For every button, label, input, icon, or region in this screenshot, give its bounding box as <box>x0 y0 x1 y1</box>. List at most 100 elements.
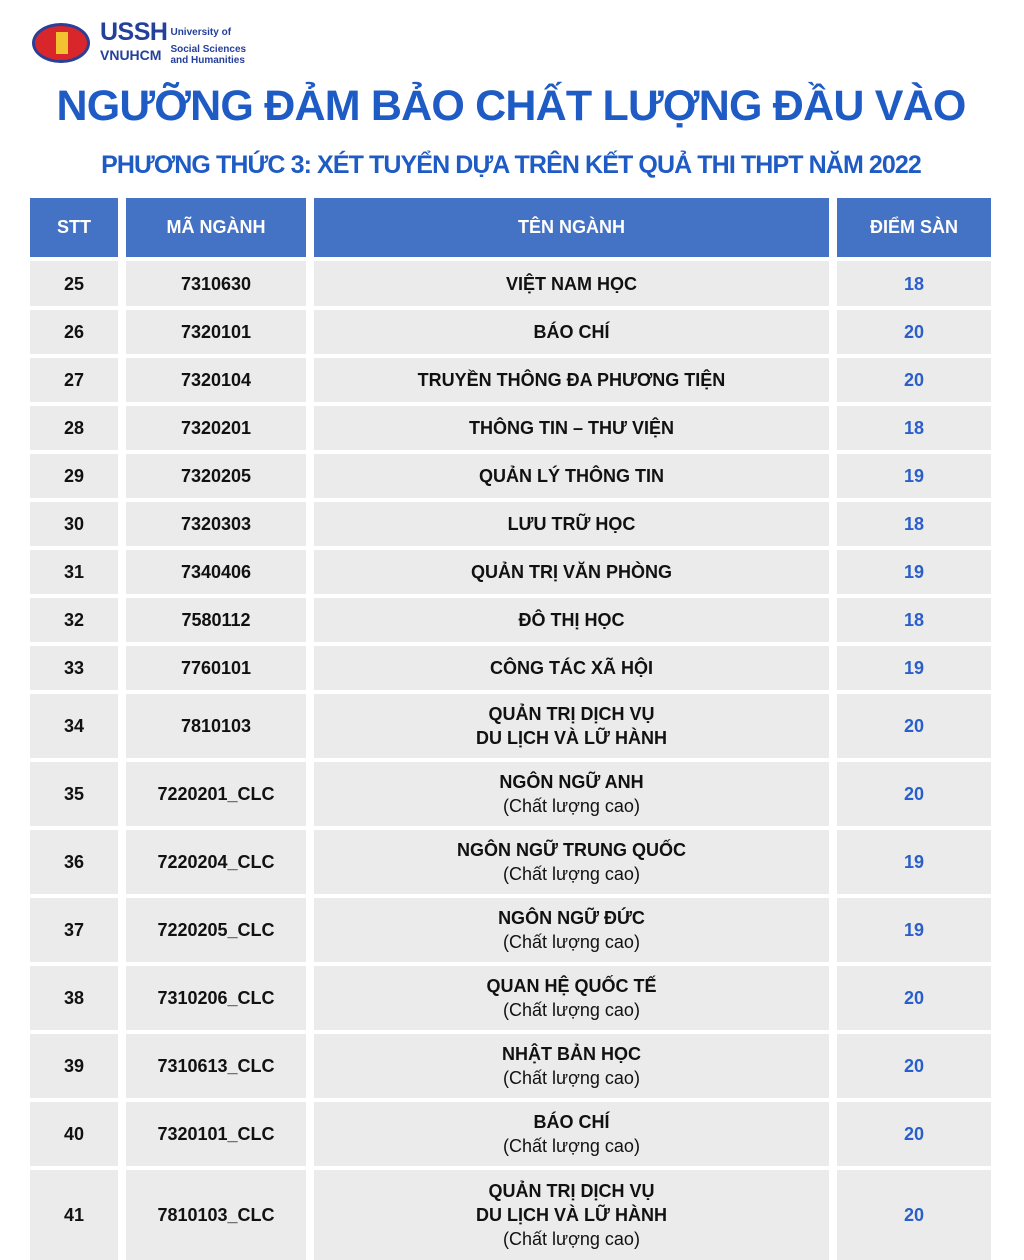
cell-stt: 37 <box>30 898 118 962</box>
ussh-logo: USSH University of VNUHCM Social Science… <box>32 20 246 66</box>
brand-line2: Social Sciences <box>170 44 247 55</box>
cell-code: 7310206_CLC <box>126 966 306 1030</box>
major-name-line: ĐÔ THỊ HỌC <box>518 610 625 630</box>
cell-name: QUAN HỆ QUỐC TẾ (Chất lượng cao) <box>314 966 829 1030</box>
cell-code: 7310613_CLC <box>126 1034 306 1098</box>
cell-name: ĐÔ THỊ HỌC <box>314 598 829 642</box>
university-seal-icon <box>32 23 90 63</box>
major-name-line: NGÔN NGỮ TRUNG QUỐC <box>457 840 686 860</box>
cell-stt: 28 <box>30 406 118 450</box>
cell-name: QUẢN TRỊ VĂN PHÒNG <box>314 550 829 594</box>
cell-stt: 26 <box>30 310 118 354</box>
header-stt: STT <box>30 198 118 257</box>
cell-stt: 34 <box>30 694 118 758</box>
major-note: (Chất lượng cao) <box>503 796 640 816</box>
brand-sub: VNUHCM <box>100 47 162 63</box>
cell-name: LƯU TRỮ HỌC <box>314 502 829 546</box>
cell-stt: 33 <box>30 646 118 690</box>
cell-score: 18 <box>837 406 991 450</box>
cell-score: 20 <box>837 1170 991 1260</box>
cell-code: 7810103_CLC <box>126 1170 306 1260</box>
cell-stt: 39 <box>30 1034 118 1098</box>
major-name-line: QUẢN TRỊ DỊCH VỤ <box>488 704 655 724</box>
major-note: (Chất lượng cao) <box>503 1000 640 1020</box>
major-name-line: CÔNG TÁC XÃ HỘI <box>489 658 653 678</box>
brand-line3: and Humanities <box>170 55 245 66</box>
major-name-line: TRUYỀN THÔNG ĐA PHƯƠNG TIỆN <box>417 370 726 390</box>
cell-code: 7310630 <box>126 261 306 306</box>
brand-abbr: USSH <box>100 18 168 46</box>
cell-score: 18 <box>837 261 991 306</box>
cell-name: VIỆT NAM HỌC <box>314 261 829 306</box>
cell-score: 19 <box>837 898 991 962</box>
cell-code: 7220201_CLC <box>126 762 306 826</box>
cell-score: 20 <box>837 694 991 758</box>
cell-stt: 38 <box>30 966 118 1030</box>
header-score: ĐIỂM SÀN <box>837 198 991 257</box>
cell-stt: 40 <box>30 1102 118 1166</box>
major-name-line: NHẬT BẢN HỌC <box>502 1044 641 1064</box>
score-table: STT MÃ NGÀNH TÊN NGÀNH ĐIỂM SÀN 25 731063… <box>30 198 991 1260</box>
major-name-line: QUẢN TRỊ VĂN PHÒNG <box>470 562 672 582</box>
cell-stt: 31 <box>30 550 118 594</box>
major-name-line: QUẢN LÝ THÔNG TIN <box>479 466 664 486</box>
cell-code: 7320303 <box>126 502 306 546</box>
cell-score: 19 <box>837 830 991 894</box>
brand-text: USSH University of VNUHCM Social Science… <box>100 18 247 67</box>
cell-code: 7320205 <box>126 454 306 498</box>
cell-code: 7810103 <box>126 694 306 758</box>
header-code: MÃ NGÀNH <box>126 198 306 257</box>
cell-code: 7320104 <box>126 358 306 402</box>
cell-code: 7580112 <box>126 598 306 642</box>
major-name-line: BÁO CHÍ <box>533 1112 610 1132</box>
cell-name: QUẢN LÝ THÔNG TIN <box>314 454 829 498</box>
major-name-line: QUAN HỆ QUỐC TẾ <box>486 976 657 996</box>
cell-score: 19 <box>837 454 991 498</box>
cell-stt: 27 <box>30 358 118 402</box>
major-name-line: THÔNG TIN – THƯ VIỆN <box>469 418 674 438</box>
cell-code: 7320201 <box>126 406 306 450</box>
cell-stt: 25 <box>30 261 118 306</box>
cell-score: 20 <box>837 1034 991 1098</box>
cell-name: QUẢN TRỊ DỊCH VỤ DU LỊCH VÀ LỮ HÀNH <box>314 694 829 758</box>
cell-stt: 32 <box>30 598 118 642</box>
cell-score: 20 <box>837 1102 991 1166</box>
cell-score: 20 <box>837 310 991 354</box>
cell-stt: 36 <box>30 830 118 894</box>
brand-line1: University of <box>170 26 232 38</box>
cell-code: 7340406 <box>126 550 306 594</box>
major-note: (Chất lượng cao) <box>503 932 640 952</box>
cell-name: CÔNG TÁC XÃ HỘI <box>314 646 829 690</box>
cell-name: BÁO CHÍ (Chất lượng cao) <box>314 1102 829 1166</box>
major-note: (Chất lượng cao) <box>503 1229 640 1249</box>
cell-name: BÁO CHÍ <box>314 310 829 354</box>
cell-stt: 29 <box>30 454 118 498</box>
cell-stt: 41 <box>30 1170 118 1260</box>
major-name-line: DU LỊCH VÀ LỮ HÀNH <box>476 1205 667 1225</box>
major-name-line: VIỆT NAM HỌC <box>505 273 637 294</box>
page-title: NGƯỠNG ĐẢM BẢO CHẤT LƯỢNG ĐẦU VÀO <box>56 82 967 130</box>
cell-score: 19 <box>837 646 991 690</box>
cell-name: NGÔN NGỮ TRUNG QUỐC (Chất lượng cao) <box>314 830 829 894</box>
cell-score: 18 <box>837 598 991 642</box>
major-note: (Chất lượng cao) <box>503 864 640 884</box>
major-name-line: DU LỊCH VÀ LỮ HÀNH <box>476 728 667 748</box>
cell-score: 20 <box>837 358 991 402</box>
cell-score: 20 <box>837 762 991 826</box>
page-subtitle: PHƯƠNG THỨC 3: XÉT TUYỂN DỰA TRÊN KẾT QU… <box>101 151 922 179</box>
cell-code: 7220204_CLC <box>126 830 306 894</box>
major-name-line: NGÔN NGỮ ANH <box>499 772 644 792</box>
cell-name: QUẢN TRỊ DỊCH VỤ DU LỊCH VÀ LỮ HÀNH (Chất … <box>314 1170 829 1260</box>
cell-stt: 30 <box>30 502 118 546</box>
cell-score: 20 <box>837 966 991 1030</box>
major-name-line: QUẢN TRỊ DỊCH VỤ <box>488 1181 655 1201</box>
cell-code: 7760101 <box>126 646 306 690</box>
cell-code: 7220205_CLC <box>126 898 306 962</box>
cell-name: TRUYỀN THÔNG ĐA PHƯƠNG TIỆN <box>314 358 829 402</box>
cell-stt: 35 <box>30 762 118 826</box>
cell-score: 18 <box>837 502 991 546</box>
major-note: (Chất lượng cao) <box>503 1136 640 1156</box>
major-name-line: BÁO CHÍ <box>533 322 610 342</box>
header-name: TÊN NGÀNH <box>314 198 829 257</box>
cell-score: 19 <box>837 550 991 594</box>
